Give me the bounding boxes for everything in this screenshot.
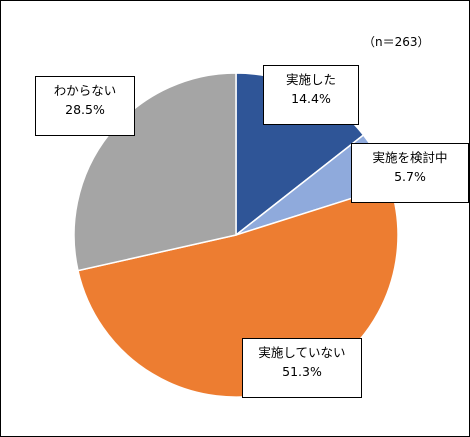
sample-size-note: （n＝263） xyxy=(363,35,430,49)
slice-value-text: 51.3% xyxy=(282,364,322,379)
slice-label-text: わからない xyxy=(53,83,117,98)
slice-label-unknown: わからない 28.5% xyxy=(35,76,135,136)
slice-label-text: 実施した xyxy=(285,72,336,87)
slice-label-not-implemented: 実施していない 51.3% xyxy=(242,338,362,398)
slice-label-implemented: 実施した 14.4% xyxy=(263,65,359,125)
slice-label-considering: 実施を検討中 5.7% xyxy=(351,143,469,203)
slice-label-text: 実施していない xyxy=(258,345,346,360)
slice-value-text: 5.7% xyxy=(394,169,426,184)
slice-label-text: 実施を検討中 xyxy=(372,150,448,165)
slice-value-text: 28.5% xyxy=(65,102,105,117)
slice-value-text: 14.4% xyxy=(291,91,331,106)
